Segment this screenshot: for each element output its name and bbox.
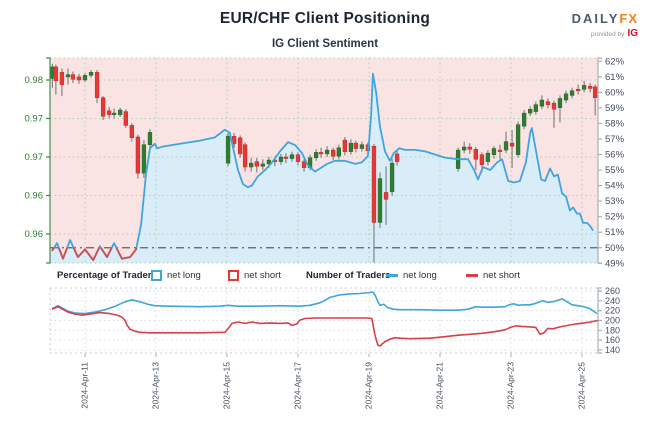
count-tick-label: 160 [605,335,620,345]
price-tick-label: 0.98 [25,75,44,86]
chart-subtitle: IG Client Sentiment [271,38,379,50]
date-tick-label: 2024-Apr-17 [292,362,302,410]
pct-tick-label: 50% [605,243,625,254]
pct-tick-label: 57% [605,134,625,145]
num-net-short-line [51,305,598,347]
date-tick-label: 2024-Apr-21 [434,362,444,410]
ig-logo: IG [627,28,638,39]
count-tick-label: 200 [605,315,620,325]
legend-pct-group-label: Percentage of Traders [57,269,157,281]
net-short-line-icon [466,273,478,277]
legend-num-net-long: net long [386,269,437,281]
pct-tick-label: 54% [605,181,625,192]
price-axis: 0.98 0.97 0.97 0.96 0.96 [25,57,51,264]
pct-tick-label: 62% [605,56,625,67]
pct-tick-label: 56% [605,150,625,161]
provided-by-text: provided by [590,31,625,38]
brand-daily: DAILY [571,11,620,26]
date-tick-label: 2024-Apr-19 [363,362,373,410]
count-tick-label: 180 [605,325,620,335]
price-tick-label: 0.97 [25,152,44,163]
legend-num-net-long-label: net long [403,269,437,281]
pct-tick-label: 60% [605,87,625,98]
pct-tick-label: 49% [605,258,625,269]
pct-tick-label: 53% [605,196,625,207]
date-tick-label: 2024-Apr-23 [505,362,515,410]
net-long-line-icon [386,273,398,277]
date-tick-label: 2024-Apr-13 [150,362,160,410]
sentiment-area-fills [50,58,598,263]
legend-pct-net-short: net short [228,269,281,281]
price-tick-label: 0.96 [25,191,44,202]
dailyfx-logo: DAILYFX provided by IG [572,12,638,41]
count-tick-label: 220 [605,306,620,316]
date-tick-label: 2024-Apr-25 [576,362,586,410]
pct-tick-label: 58% [605,118,625,129]
legend-num-net-short-label: net short [483,269,520,281]
price-tick-label: 0.97 [25,114,44,125]
legend-num-group-label: Number of Traders [306,269,391,281]
pct-net-long-line [51,72,594,262]
pct-tick-label: 52% [605,212,625,223]
num-net-long-line [51,291,598,315]
date-tick-label: 2024-Apr-15 [221,362,231,410]
legend-pct-net-long-label: net long [167,269,201,281]
count-tick-label: 140 [605,345,620,355]
legend-pct-net-long: net long [151,269,201,281]
pct-axis: 49% 50% 51% 52% 53% 54% 55% 56% 57% 58% 59% 60% 61% 6… [597,56,625,269]
brand-fx: FX [619,11,638,26]
count-tick-label: 260 [605,286,620,296]
count-tick-label: 240 [605,296,620,306]
net-short-square-icon [228,269,239,281]
pct-tick-label: 61% [605,72,625,83]
dailyfx-wordmark: DAILYFX [572,12,638,25]
date-tick-label: 2024-Apr-11 [79,362,89,409]
date-axis: 2024-Apr-11 2024-Apr-13 2024-Apr-15 2024-Ap… [79,353,586,410]
legend-pct-net-short-label: net short [244,269,281,281]
bottom-borders [49,287,598,354]
net-long-square-icon [151,269,162,281]
pct-tick-label: 51% [605,227,625,238]
provided-by-line: provided by IG [572,25,638,41]
bottom-gridlines [50,288,598,353]
price-tick-label: 0.96 [25,229,44,240]
main-gridlines [50,57,598,264]
page-title: EUR/CHF Client Positioning [219,10,431,27]
legend-num-net-short: net short [466,269,520,281]
pct-tick-label: 55% [605,165,625,176]
pct-tick-label: 59% [605,103,625,114]
